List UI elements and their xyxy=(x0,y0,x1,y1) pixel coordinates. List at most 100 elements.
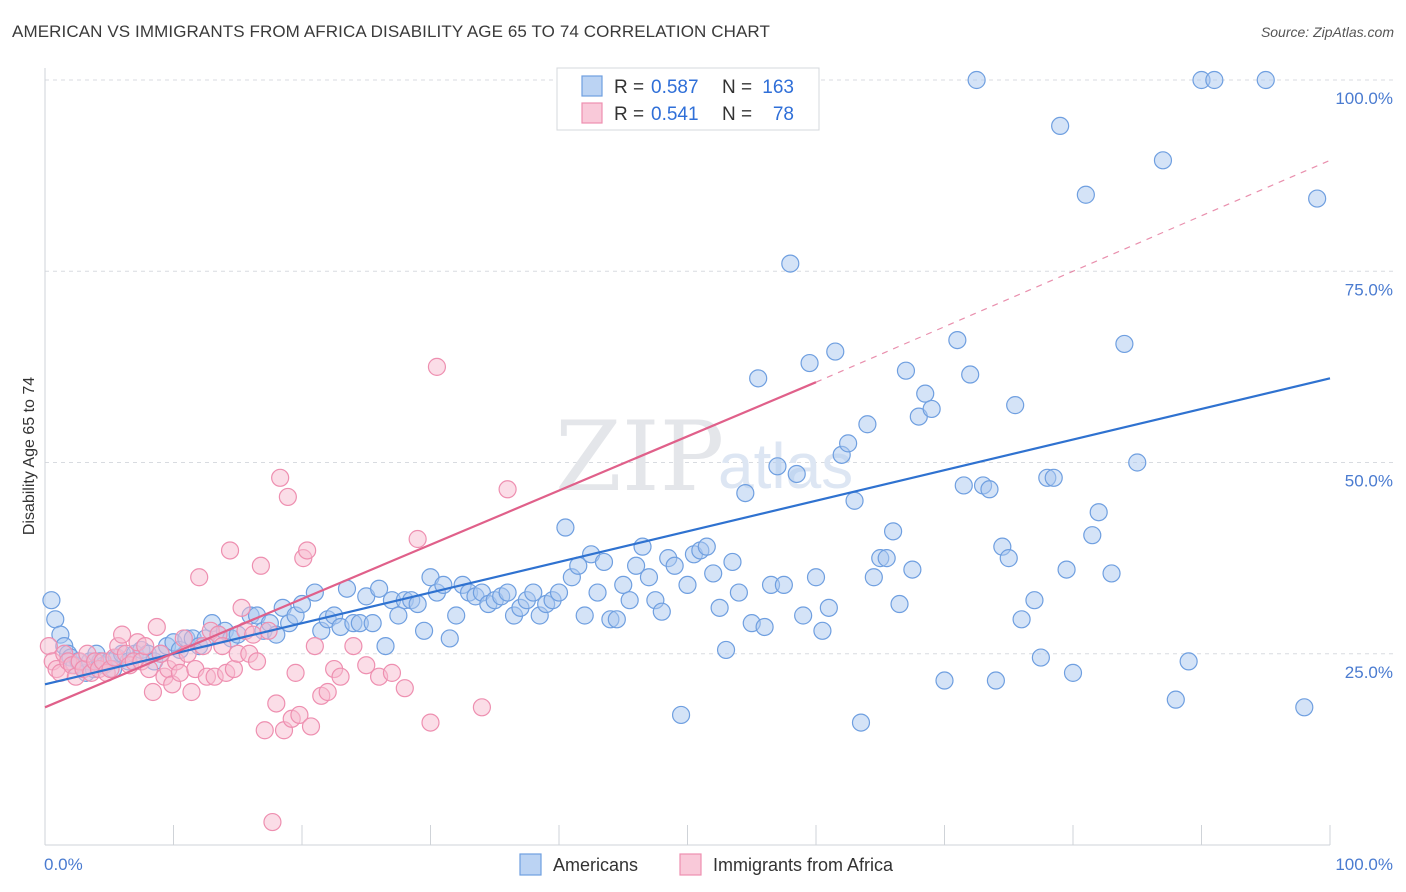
bottom-legend-swatch-americans xyxy=(519,853,542,876)
americans-point xyxy=(774,575,793,595)
americans-point xyxy=(749,369,768,388)
americans-point xyxy=(961,365,980,384)
americans-point xyxy=(903,560,922,579)
americans-point xyxy=(999,549,1018,568)
americans-point xyxy=(1044,468,1063,487)
americans-point xyxy=(935,671,954,690)
americans-point xyxy=(697,537,716,556)
americans-point xyxy=(1057,560,1076,579)
americans-point xyxy=(1025,591,1044,610)
americans-point xyxy=(678,575,697,595)
americans-point xyxy=(1006,396,1025,415)
americans-point xyxy=(1089,503,1108,522)
americans-point xyxy=(1115,334,1134,354)
americans-point xyxy=(768,457,787,476)
africa-point xyxy=(251,556,270,575)
americans-point xyxy=(845,491,864,510)
americans-point xyxy=(1063,663,1083,682)
americans-point xyxy=(1076,185,1095,204)
africa-point xyxy=(357,656,376,675)
americans-point xyxy=(877,549,896,568)
legend-n-label: N = xyxy=(722,104,752,125)
y-tick-label: 25.0% xyxy=(1345,663,1393,682)
americans-point xyxy=(954,476,973,495)
americans-point xyxy=(781,254,800,273)
americans-point xyxy=(363,614,382,633)
africa-point xyxy=(382,663,402,682)
watermark: ZIP atlas xyxy=(555,401,853,513)
africa-point xyxy=(344,636,363,656)
americans-point xyxy=(594,552,614,572)
legend-n-label: N = xyxy=(722,77,752,98)
africa-trend-line xyxy=(44,381,817,709)
americans-point xyxy=(42,591,61,610)
y-tick-label: 100.0% xyxy=(1335,89,1393,108)
americans-point xyxy=(864,568,883,587)
africa-point xyxy=(286,663,305,682)
americans-point xyxy=(839,434,858,453)
americans-point xyxy=(440,629,459,648)
bottom-legend: Americans Immigrants from Africa xyxy=(519,853,894,876)
africa-point xyxy=(143,682,163,702)
legend-swatch-americans xyxy=(581,75,603,97)
bottom-legend-swatch-africa xyxy=(679,853,702,876)
africa-point xyxy=(271,468,290,487)
americans-point xyxy=(794,606,813,625)
americans-point xyxy=(1205,70,1224,90)
americans-point xyxy=(1166,690,1185,709)
africa-point xyxy=(247,652,267,671)
africa-point xyxy=(232,598,251,617)
americans-point xyxy=(588,583,607,602)
americans-point xyxy=(549,583,569,602)
americans-point xyxy=(1295,698,1314,717)
americans-point xyxy=(1153,151,1173,170)
americans-point xyxy=(665,556,684,575)
americans-point xyxy=(620,591,639,610)
africa-point xyxy=(278,487,297,507)
axis-layer: 25.0% 50.0% 75.0% 100.0% 0.0% 100.0% Disabilit… xyxy=(21,68,1393,874)
americans-point xyxy=(1128,453,1147,472)
americans-point xyxy=(575,606,594,625)
americans-point xyxy=(376,636,395,656)
americans-point xyxy=(916,384,935,403)
americans-point xyxy=(922,399,941,419)
americans-point xyxy=(614,575,633,595)
americans-point xyxy=(736,484,755,503)
africa-point xyxy=(190,568,209,587)
africa-point xyxy=(267,694,286,713)
africa-point xyxy=(298,541,317,560)
americans-point xyxy=(370,579,389,598)
y-tick-label: 75.0% xyxy=(1345,280,1393,299)
americans-point xyxy=(1179,652,1198,671)
africa-point xyxy=(170,663,190,682)
africa-point xyxy=(112,625,132,644)
americans-point xyxy=(626,556,646,575)
bottom-legend-label: Immigrants from Africa xyxy=(713,855,894,875)
americans-point xyxy=(524,583,543,602)
y-tick-label: 50.0% xyxy=(1345,472,1393,491)
legend-swatch-africa xyxy=(581,102,603,124)
africa-point xyxy=(174,629,193,648)
americans-point xyxy=(1256,70,1275,90)
series-immigrants-from-africa xyxy=(39,357,517,832)
africa-point xyxy=(395,679,414,698)
americans-point xyxy=(890,594,909,614)
americans-point xyxy=(755,617,774,637)
americans-point xyxy=(704,564,723,583)
americans-point xyxy=(556,518,575,537)
americans-point xyxy=(729,583,749,602)
legend-r-value: 0.587 xyxy=(651,77,699,98)
x-tick-label: 0.0% xyxy=(44,855,83,874)
africa-point xyxy=(427,357,447,376)
africa-point xyxy=(408,529,427,549)
africa-point xyxy=(472,698,491,717)
americans-point xyxy=(710,598,729,617)
africa-point xyxy=(136,636,155,656)
africa-point xyxy=(263,812,282,832)
africa-point xyxy=(331,667,350,686)
americans-point xyxy=(1012,610,1031,629)
africa-point xyxy=(305,636,324,656)
legend-r-label: R = xyxy=(614,104,644,125)
americans-point xyxy=(652,602,671,621)
americans-point xyxy=(858,415,877,434)
